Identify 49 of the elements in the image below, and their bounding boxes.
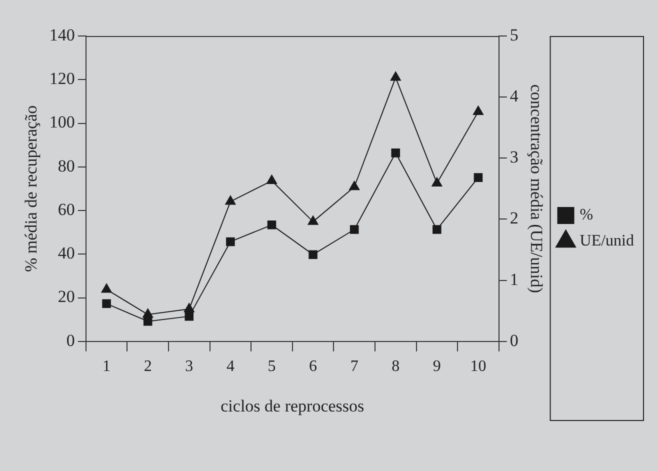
y2-tick-label: 2 [510, 208, 518, 228]
y2-tick-label: 0 [510, 330, 518, 350]
point [142, 308, 154, 318]
x-tick-label: 8 [392, 358, 400, 376]
y-tick-label: 120 [49, 69, 75, 88]
point [266, 174, 278, 184]
y2-tick-label: 4 [510, 86, 519, 106]
legend-label: UE/unid [580, 232, 634, 250]
point [143, 316, 152, 326]
x-tick-label: 6 [309, 358, 318, 376]
y2-axis-title: concentração média (UE/unid) [527, 84, 546, 294]
x-tick-label: 10 [470, 358, 486, 376]
point [184, 312, 194, 321]
y-tick-label: 140 [49, 25, 75, 44]
point [474, 173, 483, 182]
point [390, 72, 401, 81]
y-tick-label: 100 [49, 112, 75, 132]
x-tick-label: 5 [268, 358, 276, 376]
point [101, 283, 112, 293]
y-tick-label: 20 [58, 287, 75, 306]
x-tick-label: 9 [432, 358, 441, 376]
point [184, 303, 194, 312]
y2-tick-label: 5 [510, 25, 518, 44]
point [226, 237, 235, 246]
point [432, 177, 442, 186]
y-tick-label: 0 [66, 330, 75, 350]
point [432, 225, 442, 234]
x-tick-label: 2 [144, 358, 152, 376]
x-tick-label: 7 [350, 358, 358, 376]
point [308, 250, 318, 259]
legend-label: % [580, 206, 594, 224]
y2-tick-label: 3 [510, 148, 518, 167]
point [102, 299, 111, 308]
point [349, 180, 360, 190]
point [225, 196, 236, 205]
y2-tick-label: 1 [510, 270, 518, 289]
y-axis-title: % média de recuperação [22, 105, 41, 272]
x-axis-title: ciclos de reprocessos [220, 396, 364, 416]
y-tick-label: 60 [58, 200, 75, 219]
y-tick-label: 80 [58, 156, 75, 176]
x-tick-label: 4 [226, 358, 234, 376]
point [308, 216, 318, 225]
x-tick-label: 3 [185, 358, 194, 376]
y-tick-label: 40 [58, 244, 75, 263]
x-tick-label: 1 [102, 358, 111, 376]
point [391, 148, 400, 158]
point [267, 220, 276, 230]
point [350, 225, 359, 234]
point [472, 106, 484, 115]
